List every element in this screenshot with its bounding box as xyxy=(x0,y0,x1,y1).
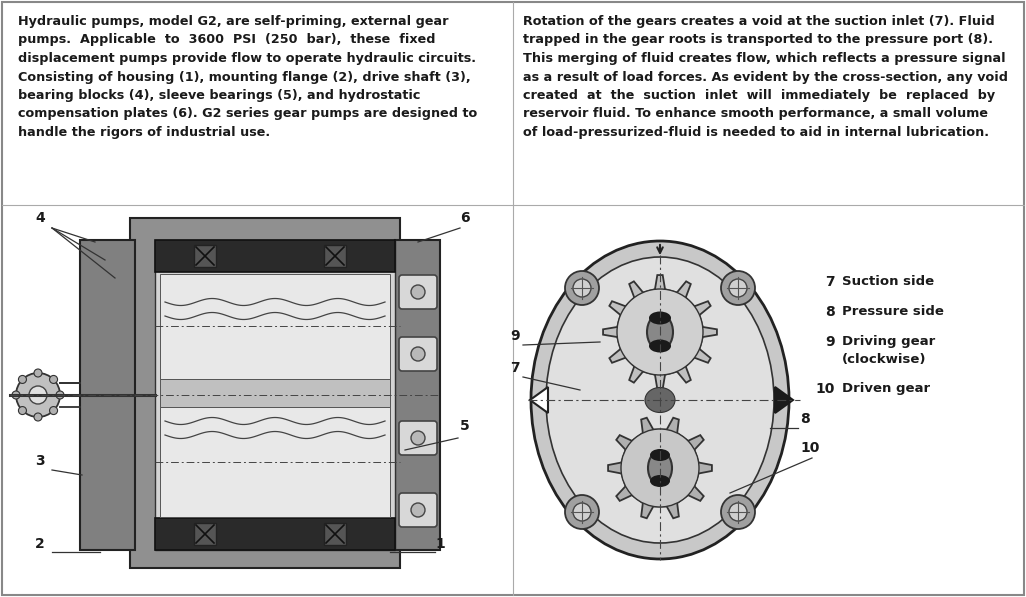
Circle shape xyxy=(729,503,747,521)
Text: 7: 7 xyxy=(510,361,520,375)
Circle shape xyxy=(565,271,599,305)
Text: 1: 1 xyxy=(435,537,445,551)
Text: Driving gear
(clockwise): Driving gear (clockwise) xyxy=(842,335,936,365)
Text: Hydraulic pumps, model G2, are self-priming, external gear
pumps.  Applicable  t: Hydraulic pumps, model G2, are self-prim… xyxy=(18,15,477,139)
Polygon shape xyxy=(775,387,793,413)
Circle shape xyxy=(721,271,755,305)
Circle shape xyxy=(49,376,57,383)
Circle shape xyxy=(411,285,425,299)
Circle shape xyxy=(621,429,699,507)
Bar xyxy=(155,518,395,550)
Ellipse shape xyxy=(546,257,774,543)
Ellipse shape xyxy=(650,475,670,487)
FancyBboxPatch shape xyxy=(399,337,437,371)
Bar xyxy=(194,245,216,267)
FancyBboxPatch shape xyxy=(399,493,437,527)
Bar xyxy=(395,240,440,550)
Circle shape xyxy=(565,495,599,529)
Circle shape xyxy=(573,503,591,521)
Circle shape xyxy=(721,495,755,529)
Ellipse shape xyxy=(648,451,672,485)
Bar xyxy=(80,240,135,550)
Text: 8: 8 xyxy=(800,412,810,426)
Circle shape xyxy=(411,503,425,517)
Text: 9: 9 xyxy=(510,329,520,343)
FancyBboxPatch shape xyxy=(399,421,437,455)
Text: Driven gear: Driven gear xyxy=(842,382,931,395)
FancyBboxPatch shape xyxy=(399,275,437,309)
Circle shape xyxy=(34,369,42,377)
Polygon shape xyxy=(608,418,712,518)
Bar xyxy=(160,379,390,407)
Bar xyxy=(194,523,216,545)
Text: 5: 5 xyxy=(460,419,470,433)
Bar xyxy=(155,240,395,550)
Circle shape xyxy=(56,391,64,399)
Ellipse shape xyxy=(649,340,671,352)
Circle shape xyxy=(729,279,747,297)
Circle shape xyxy=(617,289,703,375)
Bar xyxy=(324,523,346,545)
Circle shape xyxy=(411,347,425,361)
Bar xyxy=(324,245,346,267)
Circle shape xyxy=(411,431,425,445)
Text: Rotation of the gears creates a void at the suction inlet (7). Fluid
trapped in : Rotation of the gears creates a void at … xyxy=(523,15,1008,139)
Circle shape xyxy=(16,373,60,417)
Circle shape xyxy=(18,376,27,383)
Ellipse shape xyxy=(531,241,789,559)
Text: Pressure side: Pressure side xyxy=(842,305,944,318)
Circle shape xyxy=(18,407,27,414)
Bar xyxy=(155,240,395,272)
Text: 2: 2 xyxy=(35,537,45,551)
Bar xyxy=(160,407,390,517)
Circle shape xyxy=(573,279,591,297)
Ellipse shape xyxy=(645,387,675,413)
Text: 8: 8 xyxy=(825,305,835,319)
Text: 9: 9 xyxy=(825,335,835,349)
Bar xyxy=(130,218,400,568)
Polygon shape xyxy=(530,387,548,413)
Circle shape xyxy=(12,391,19,399)
Circle shape xyxy=(29,386,47,404)
Circle shape xyxy=(49,407,57,414)
Text: Suction side: Suction side xyxy=(842,275,934,288)
Text: 7: 7 xyxy=(825,275,835,289)
Text: 10: 10 xyxy=(816,382,835,396)
Text: 10: 10 xyxy=(800,441,820,455)
Text: 3: 3 xyxy=(35,454,45,468)
Bar xyxy=(160,274,390,379)
Ellipse shape xyxy=(647,314,673,350)
Circle shape xyxy=(34,413,42,421)
Polygon shape xyxy=(603,275,717,389)
Text: 4: 4 xyxy=(35,211,45,225)
Ellipse shape xyxy=(650,449,670,461)
Text: 6: 6 xyxy=(461,211,470,225)
Ellipse shape xyxy=(649,312,671,325)
